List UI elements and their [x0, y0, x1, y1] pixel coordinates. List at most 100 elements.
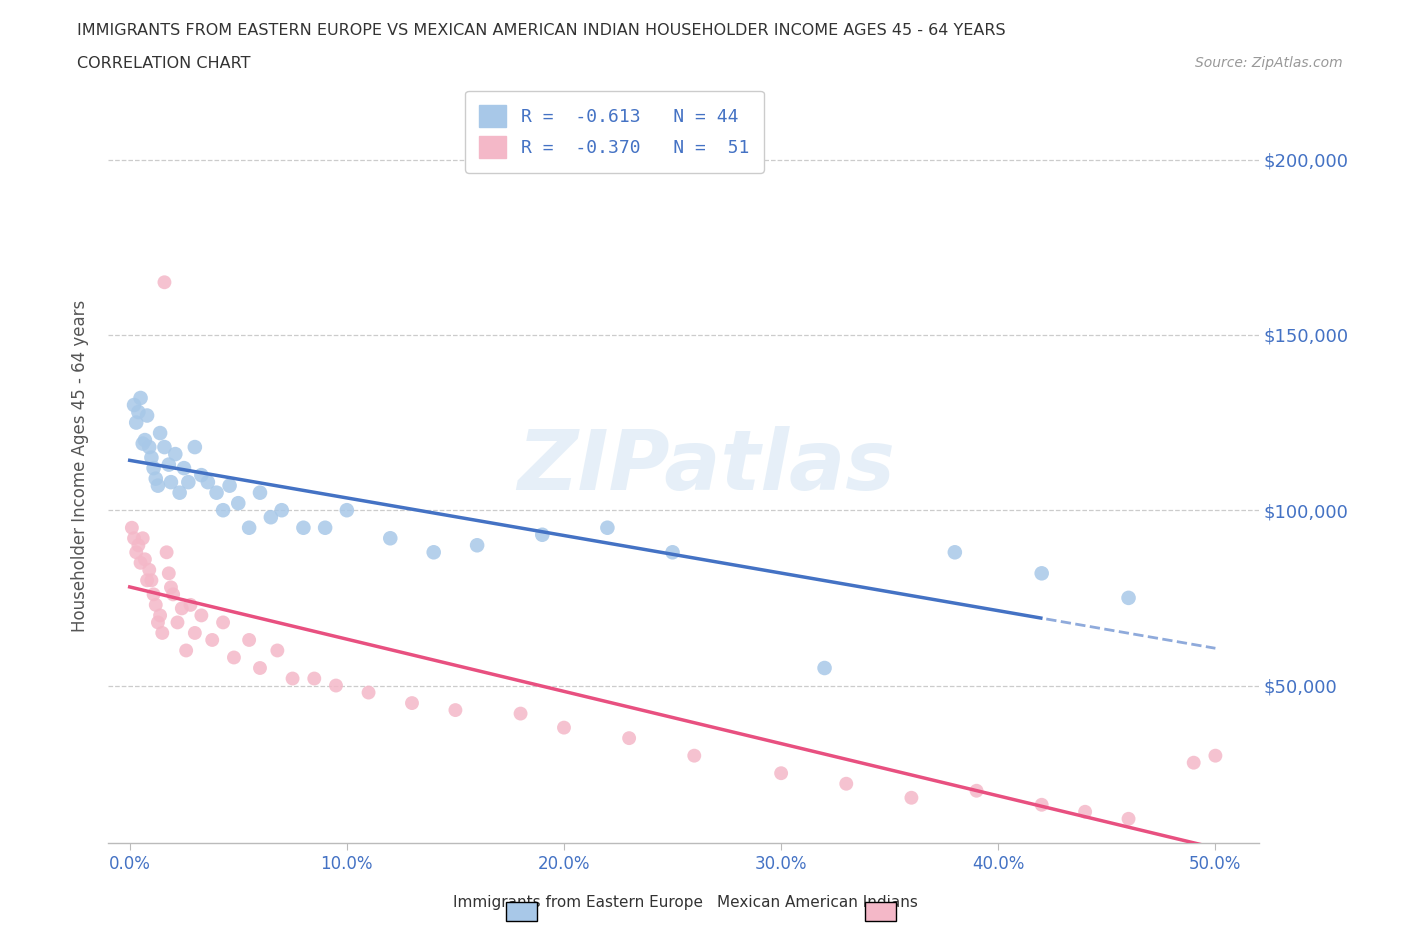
- Point: [238, 520, 260, 535]
- Point: [553, 720, 575, 735]
- Point: [127, 405, 149, 419]
- Point: [157, 565, 180, 580]
- Point: [509, 706, 531, 721]
- Point: [336, 503, 359, 518]
- Point: [465, 538, 488, 552]
- Text: CORRELATION CHART: CORRELATION CHART: [77, 56, 250, 71]
- Text: Source: ZipAtlas.com: Source: ZipAtlas.com: [1195, 56, 1343, 70]
- Point: [138, 440, 160, 455]
- Point: [129, 391, 152, 405]
- Point: [173, 460, 195, 475]
- Point: [314, 520, 336, 535]
- Text: Mexican American Indians: Mexican American Indians: [717, 895, 918, 910]
- Point: [249, 660, 271, 675]
- Point: [153, 440, 176, 455]
- Point: [966, 783, 988, 798]
- Point: [401, 696, 423, 711]
- Point: [900, 790, 922, 805]
- Point: [166, 615, 188, 630]
- Point: [1204, 749, 1226, 764]
- Point: [134, 432, 156, 447]
- Point: [444, 703, 467, 718]
- Point: [205, 485, 228, 500]
- Point: [212, 615, 235, 630]
- Point: [145, 597, 167, 612]
- Legend: R =  -0.613   N = 44, R =  -0.370   N =  51: R = -0.613 N = 44, R = -0.370 N = 51: [465, 91, 763, 173]
- Point: [170, 601, 193, 616]
- Point: [184, 626, 207, 641]
- Point: [122, 531, 145, 546]
- Point: [238, 632, 260, 647]
- Point: [162, 587, 184, 602]
- Point: [157, 458, 180, 472]
- Point: [304, 671, 326, 686]
- Point: [121, 520, 143, 535]
- Text: ZIPatlas: ZIPatlas: [517, 426, 896, 507]
- Point: [132, 436, 155, 451]
- Point: [266, 643, 288, 658]
- Point: [1031, 565, 1053, 580]
- Point: [179, 597, 201, 612]
- Point: [683, 749, 706, 764]
- Point: [1074, 804, 1097, 819]
- Point: [138, 563, 160, 578]
- Point: [835, 777, 858, 791]
- Point: [422, 545, 444, 560]
- Point: [1118, 811, 1140, 826]
- Point: [136, 573, 159, 588]
- Point: [149, 426, 172, 441]
- Point: [141, 573, 163, 588]
- Point: [357, 685, 380, 700]
- Text: Immigrants from Eastern Europe: Immigrants from Eastern Europe: [453, 895, 703, 910]
- Point: [1182, 755, 1205, 770]
- Point: [222, 650, 245, 665]
- Point: [617, 731, 640, 746]
- Point: [169, 485, 191, 500]
- Point: [156, 545, 179, 560]
- Point: [249, 485, 271, 500]
- Point: [770, 765, 793, 780]
- Point: [177, 474, 200, 489]
- Point: [260, 510, 283, 525]
- Point: [149, 608, 172, 623]
- Point: [201, 632, 224, 647]
- Point: [661, 545, 683, 560]
- Y-axis label: Householder Income Ages 45 - 64 years: Householder Income Ages 45 - 64 years: [72, 300, 89, 632]
- Point: [1118, 591, 1140, 605]
- Point: [160, 474, 183, 489]
- Point: [281, 671, 304, 686]
- Point: [531, 527, 554, 542]
- Point: [165, 446, 187, 461]
- Point: [142, 587, 165, 602]
- Point: [190, 468, 212, 483]
- Point: [150, 626, 173, 641]
- Point: [226, 496, 249, 511]
- Point: [134, 551, 156, 566]
- Text: IMMIGRANTS FROM EASTERN EUROPE VS MEXICAN AMERICAN INDIAN HOUSEHOLDER INCOME AGE: IMMIGRANTS FROM EASTERN EUROPE VS MEXICA…: [77, 23, 1005, 38]
- Point: [153, 275, 176, 290]
- Point: [160, 580, 183, 595]
- Point: [212, 503, 235, 518]
- Point: [325, 678, 347, 693]
- Point: [142, 460, 165, 475]
- Point: [174, 643, 197, 658]
- Point: [190, 608, 212, 623]
- Point: [270, 503, 292, 518]
- Point: [184, 440, 207, 455]
- Point: [380, 531, 402, 546]
- Point: [146, 478, 169, 493]
- Point: [132, 531, 155, 546]
- Point: [125, 415, 148, 430]
- Point: [122, 397, 145, 412]
- Point: [813, 660, 835, 675]
- Point: [197, 474, 219, 489]
- Point: [1031, 797, 1053, 812]
- Point: [145, 472, 167, 486]
- Point: [218, 478, 240, 493]
- Point: [125, 545, 148, 560]
- Point: [292, 520, 315, 535]
- Point: [129, 555, 152, 570]
- Point: [596, 520, 619, 535]
- Point: [141, 450, 163, 465]
- Point: [127, 538, 149, 552]
